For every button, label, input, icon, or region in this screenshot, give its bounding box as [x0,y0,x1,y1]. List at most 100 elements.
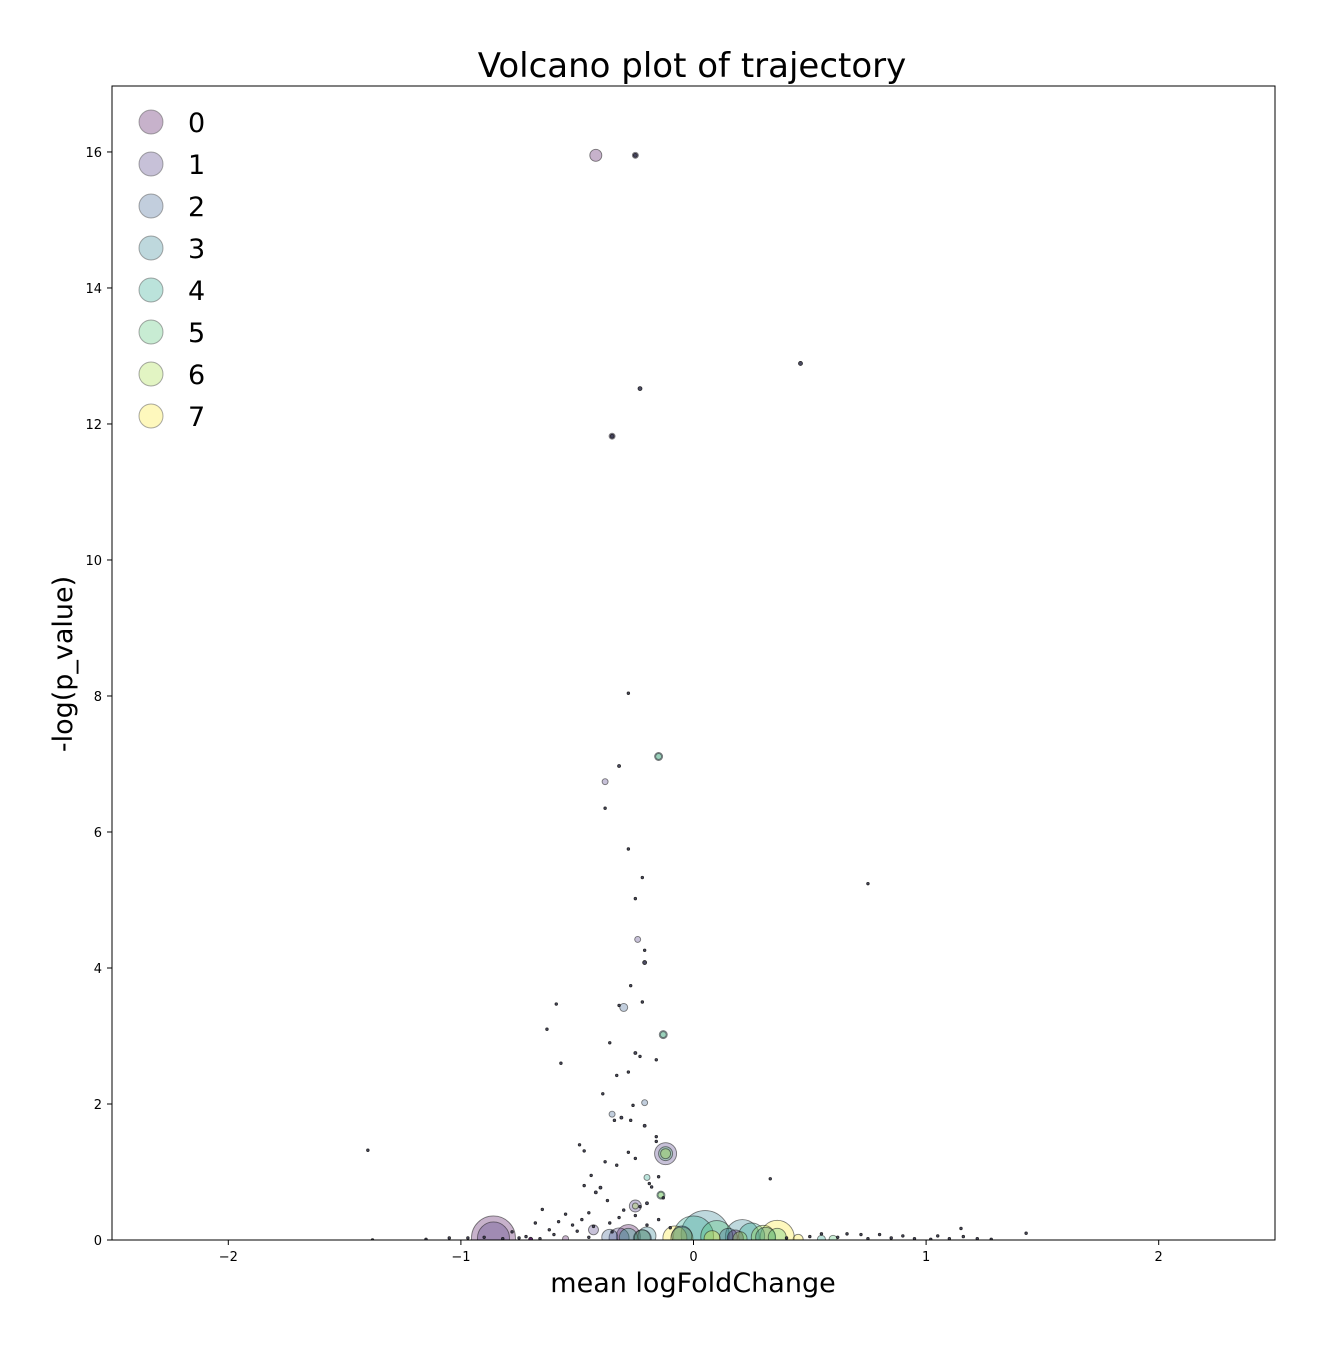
scatter-point [510,1230,514,1234]
y-tick-label: 10 [85,554,102,569]
scatter-point [471,1215,516,1240]
scatter-point [570,1223,575,1227]
scatter-point [661,1196,665,1200]
scatter-point [633,896,638,901]
scatter-point [619,1002,629,1012]
y-tick-label: 14 [85,282,102,297]
scatter-point [582,1183,586,1188]
scatter-point [634,935,642,943]
scatter-point [577,1143,582,1147]
scatter-point [593,1190,598,1195]
scatter-point [587,1211,591,1215]
scatter-point [637,386,643,392]
legend-label: 3 [188,234,205,265]
x-tick-label: −2 [219,1250,238,1265]
scatter-point [819,1232,824,1236]
scatter-point [556,1219,561,1224]
x-tick-label: −1 [451,1250,470,1265]
scatter-point [645,1201,649,1206]
scatter-point [605,1198,610,1203]
legend-marker [138,403,164,429]
scatter-point [517,1236,521,1240]
scatter-point [670,1226,694,1240]
scatter-point [626,847,631,851]
legend: 0 1 2 3 4 5 6 7 [138,108,205,433]
scatter-point [626,1070,631,1074]
scatter-point [554,1002,558,1006]
scatter-point [603,806,607,810]
scatter-point [366,1148,370,1152]
scatter-point [959,1226,963,1231]
scatter-point [633,1051,638,1055]
scatter-point [641,1099,649,1107]
scatter-point [654,1139,658,1144]
scatter-point [547,1228,551,1232]
x-axis-label: mean logFoldChange [550,1268,835,1299]
x-tick-label: 2 [1155,1250,1163,1265]
scatter-point [726,1229,744,1240]
scatter-point [618,1227,638,1240]
scatter-point [466,1236,470,1240]
scatter-point [633,1229,651,1240]
scatter-point [700,1220,734,1240]
scatter-point [808,1234,812,1239]
scatter-point [640,1000,645,1004]
legend-marker [138,277,164,303]
scatter-point [629,1118,633,1123]
scatter-point [755,1226,777,1240]
legend-label: 5 [188,318,205,349]
scatter-point [643,1173,651,1181]
y-tick-label: 6 [94,826,102,841]
x-tick-label: 1 [922,1250,930,1265]
scatter-point [866,881,870,886]
y-tick-label: 12 [85,418,102,433]
scatter-point [655,753,663,760]
scatter-point [654,1142,678,1166]
scatter-point [610,1230,614,1234]
scatter-point [601,1228,619,1240]
scatter-point [1024,1231,1028,1235]
scatter-point [631,1103,635,1108]
scatter-point [768,1177,772,1181]
scatter-point [589,1173,593,1178]
scatter-point [608,1110,616,1118]
scatter-point [524,1234,528,1239]
scatter-point [671,1225,693,1240]
scatter-point [828,1234,838,1240]
scatter-point [608,1041,612,1045]
scatter-point [877,1232,882,1237]
scatter-point [645,1223,649,1227]
plot-frame [111,85,1276,1241]
scatter-point [662,1225,688,1240]
legend-label: 2 [188,192,205,223]
scatter-point [563,1212,568,1216]
scatter-point [540,1207,545,1212]
scatter-point [617,764,621,768]
scatter-point [660,1148,672,1160]
scatter-point [654,1058,658,1062]
scatter-point [668,1226,672,1230]
scatter-point [559,1061,563,1065]
scatter-point [552,1232,556,1237]
scatter-point [901,1234,905,1238]
chart-title: Volcano plot of trajectory [478,46,907,86]
scatter-point [816,1234,826,1240]
legend-label: 6 [188,360,205,391]
y-tick-label: 16 [85,146,102,161]
scatter-point [580,1217,584,1222]
scatter-point [477,1221,510,1240]
scatter-point [562,1235,570,1240]
scatter-point [642,948,647,953]
scatter-point [732,1231,748,1240]
scatter-point [617,1215,621,1220]
y-tick-label: 0 [94,1234,102,1249]
y-axis-label: -log(p_value) [48,576,79,752]
legend-label: 0 [188,108,205,139]
legend-label: 4 [188,276,205,307]
legend-marker [138,109,164,135]
scatter-point [703,1230,721,1240]
scatter-point [784,1236,789,1240]
